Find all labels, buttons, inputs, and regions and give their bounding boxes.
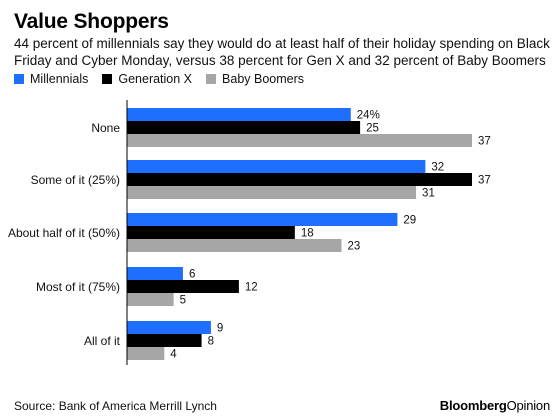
data-label-millennials-none: 24% [357,110,380,122]
legend-label-boomers: Baby Boomers [222,72,305,86]
bar-genx-some [127,173,472,186]
bar-boomers-some [127,186,417,199]
bar-genx-none [127,121,361,134]
bar-millennials-all [127,321,211,334]
brand-main: Bloomberg [439,398,507,413]
bar-genx-most [127,280,239,293]
bar-millennials-none [127,108,351,121]
data-label-millennials-half: 29 [403,215,416,227]
bar-genx-all [127,334,202,347]
data-label-boomers-most: 5 [180,295,186,307]
category-label-half: About half of it (50%) [8,226,120,240]
data-label-genx-half: 18 [301,228,314,240]
category-label-none: None [91,121,120,135]
data-label-millennials-all: 9 [217,323,223,335]
bar-boomers-all [127,347,165,360]
chart-title: Value Shoppers [14,10,169,33]
bar-genx-half [127,226,295,239]
legend-swatch-millennials [14,74,24,84]
data-label-millennials-some: 32 [431,162,444,174]
bar-boomers-none [127,134,472,147]
data-label-millennials-most: 6 [189,269,195,281]
bar-boomers-most [127,293,174,306]
category-label-most: Most of it (75%) [36,280,120,294]
legend-swatch-boomers [206,74,217,84]
data-label-boomers-some: 31 [422,188,435,200]
legend-item-millennials: Millennials [14,72,88,86]
brand-logo: BloombergOpinion [440,398,550,413]
source-note: Source: Bank of America Merrill Lynch [14,399,217,413]
legend-label-genx: Generation X [118,72,193,86]
data-label-genx-none: 25 [366,123,379,135]
data-label-boomers-half: 23 [347,241,360,253]
bar-boomers-half [127,239,342,252]
category-label-some: Some of it (25%) [31,173,120,187]
data-label-genx-some: 37 [478,175,491,187]
legend-label-millennials: Millennials [30,72,89,86]
data-label-genx-most: 12 [245,282,258,294]
data-label-boomers-all: 4 [170,349,177,361]
legend: Millennials Generation X Baby Boomers [14,72,318,86]
legend-item-genx: Generation X [102,72,192,86]
data-label-boomers-none: 37 [478,136,491,148]
chart-subtitle: 44 percent of millennials say they would… [14,36,550,68]
brand-sub: Opinion [506,398,551,413]
bar-millennials-half [127,213,398,226]
category-label-all: All of it [84,334,121,348]
legend-item-boomers: Baby Boomers [206,72,304,86]
legend-swatch-genx [102,74,113,84]
bar-millennials-most [127,267,183,280]
data-label-genx-all: 8 [208,336,214,348]
bar-millennials-some [127,160,426,173]
